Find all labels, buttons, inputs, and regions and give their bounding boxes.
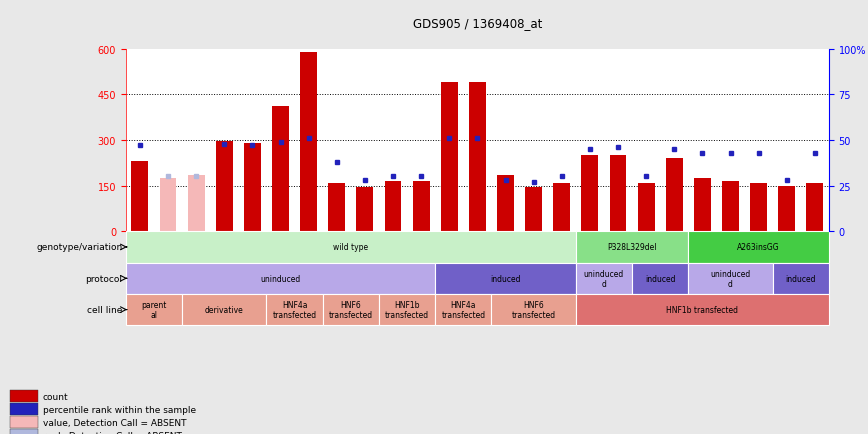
Bar	[582, 156, 598, 232]
Bar	[216, 142, 233, 232]
Bar	[491, 294, 575, 326]
Bar	[10, 416, 38, 428]
Text: HNF4a
transfected: HNF4a transfected	[441, 300, 485, 319]
Text: induced: induced	[645, 274, 675, 283]
Text: rank, Detection Call = ABSENT: rank, Detection Call = ABSENT	[43, 431, 181, 434]
Bar	[357, 187, 373, 232]
Bar	[773, 263, 829, 294]
Text: HNF6
transfected: HNF6 transfected	[511, 300, 556, 319]
Text: induced: induced	[786, 274, 816, 283]
Bar	[323, 294, 379, 326]
Bar	[10, 390, 38, 402]
Bar	[469, 83, 486, 232]
Bar	[385, 182, 402, 232]
Bar	[688, 263, 773, 294]
Bar	[497, 175, 514, 232]
Text: HNF1b
transfected: HNF1b transfected	[385, 300, 429, 319]
Text: P328L329del: P328L329del	[608, 243, 657, 252]
Text: wild type: wild type	[333, 243, 368, 252]
Bar	[412, 182, 430, 232]
Bar	[10, 429, 38, 434]
Text: percentile rank within the sample: percentile rank within the sample	[43, 405, 196, 414]
Text: protocol: protocol	[85, 274, 122, 283]
Bar	[694, 179, 711, 232]
Text: derivative: derivative	[205, 306, 244, 314]
Bar	[126, 232, 575, 263]
Bar	[435, 294, 491, 326]
Bar	[609, 156, 627, 232]
Bar	[328, 183, 345, 232]
Text: A263insGG: A263insGG	[737, 243, 780, 252]
Bar	[806, 183, 824, 232]
Bar	[722, 182, 739, 232]
Bar	[638, 183, 654, 232]
Text: HNF6
transfected: HNF6 transfected	[329, 300, 373, 319]
Bar	[244, 144, 261, 232]
Text: HNF4a
transfected: HNF4a transfected	[273, 300, 317, 319]
Bar	[126, 294, 182, 326]
Bar	[750, 183, 767, 232]
Text: uninduced
d: uninduced d	[710, 269, 751, 288]
Bar	[379, 294, 435, 326]
Bar	[666, 159, 683, 232]
Text: induced: induced	[490, 274, 521, 283]
Bar	[131, 162, 148, 232]
Text: count: count	[43, 392, 69, 401]
Bar	[575, 232, 688, 263]
Bar	[575, 294, 829, 326]
Text: HNF1b transfected: HNF1b transfected	[667, 306, 739, 314]
Text: value, Detection Call = ABSENT: value, Detection Call = ABSENT	[43, 418, 187, 427]
Bar	[272, 107, 289, 232]
Bar	[525, 187, 542, 232]
Bar	[435, 263, 575, 294]
Bar	[126, 263, 435, 294]
Bar	[553, 183, 570, 232]
Bar	[266, 294, 323, 326]
Text: cell line: cell line	[87, 306, 122, 314]
Bar	[688, 232, 829, 263]
Text: parent
al: parent al	[141, 300, 167, 319]
Bar	[160, 179, 176, 232]
Text: uninduced: uninduced	[260, 274, 300, 283]
Bar	[182, 294, 266, 326]
Bar	[187, 175, 205, 232]
Bar	[632, 263, 688, 294]
Bar	[779, 186, 795, 232]
Bar	[575, 263, 632, 294]
Bar	[300, 53, 317, 232]
Bar	[10, 403, 38, 415]
Text: uninduced
d: uninduced d	[584, 269, 624, 288]
Bar	[441, 83, 457, 232]
Text: genotype/variation: genotype/variation	[36, 243, 122, 252]
Text: GDS905 / 1369408_at: GDS905 / 1369408_at	[412, 17, 542, 30]
